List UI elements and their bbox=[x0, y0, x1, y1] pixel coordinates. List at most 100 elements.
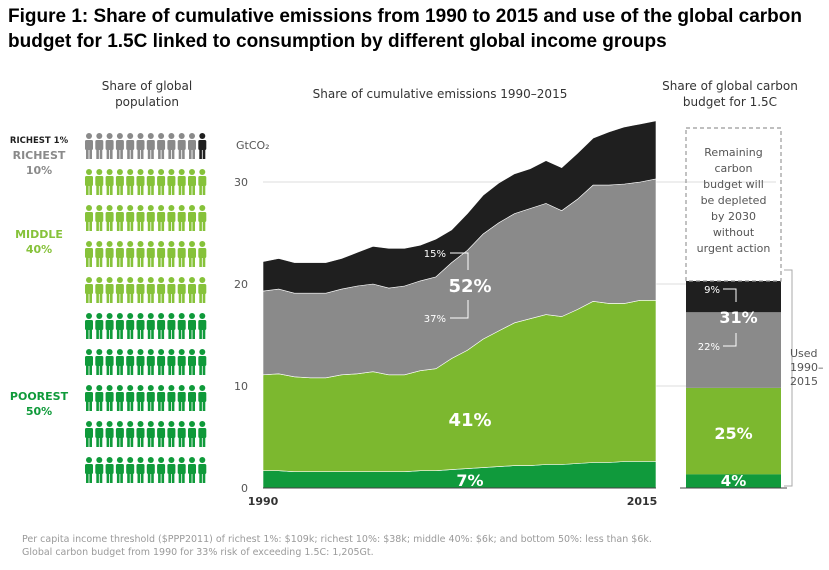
person-icon bbox=[105, 277, 114, 303]
person-icon bbox=[136, 457, 145, 483]
person-icon bbox=[198, 241, 207, 267]
person-icon bbox=[85, 457, 93, 483]
person-icon bbox=[105, 457, 114, 483]
connector-richest1 bbox=[450, 252, 469, 270]
budget-connector-richest10 bbox=[723, 333, 737, 347]
person-icon bbox=[146, 277, 155, 303]
richest10-label-a: RICHEST bbox=[12, 149, 66, 162]
person-icon bbox=[136, 313, 145, 339]
person-icon bbox=[167, 457, 176, 483]
budget-label-richest1: 9% bbox=[704, 285, 720, 296]
person-icon bbox=[136, 241, 145, 267]
person-icon bbox=[167, 277, 176, 303]
emissions-header: Share of cumulative emissions 1990–2015 bbox=[312, 87, 568, 101]
person-icon bbox=[198, 205, 207, 231]
budget-segment-richest10 bbox=[686, 312, 781, 388]
person-icon bbox=[95, 169, 104, 195]
budget-header: Share of global carbon budget for 1.5C bbox=[662, 79, 798, 109]
y-tick-30: 30 bbox=[234, 176, 248, 189]
person-icon bbox=[177, 349, 186, 375]
person-icon bbox=[198, 349, 207, 375]
person-icon bbox=[157, 421, 166, 447]
person-icon bbox=[188, 313, 196, 339]
person-icon bbox=[188, 205, 196, 231]
person-icon bbox=[146, 133, 155, 159]
person-icon bbox=[95, 205, 104, 231]
person-icon bbox=[188, 457, 196, 483]
person-icon bbox=[157, 313, 166, 339]
person-icon bbox=[167, 385, 176, 411]
person-icon bbox=[198, 385, 207, 411]
person-icon bbox=[157, 349, 166, 375]
person-icon bbox=[167, 241, 176, 267]
person-icon bbox=[188, 241, 196, 267]
budget-segment-poorest bbox=[686, 474, 781, 488]
person-icon bbox=[126, 277, 135, 303]
person-icon bbox=[85, 385, 93, 411]
person-icon bbox=[95, 349, 104, 375]
person-icon bbox=[198, 277, 207, 303]
person-icon bbox=[146, 457, 155, 483]
person-icon bbox=[188, 349, 196, 375]
person-icon bbox=[157, 205, 166, 231]
person-icon bbox=[85, 133, 93, 159]
used-bracket bbox=[784, 269, 793, 487]
person-icon bbox=[126, 421, 135, 447]
person-icon bbox=[136, 205, 145, 231]
person-icon bbox=[188, 385, 196, 411]
person-icon bbox=[177, 457, 186, 483]
person-icon bbox=[126, 241, 135, 267]
budget-label-poorest: 4% bbox=[721, 472, 746, 490]
person-icon bbox=[126, 169, 135, 195]
y-tick-20: 20 bbox=[234, 278, 248, 291]
used-text-line: 2015 bbox=[790, 375, 818, 388]
person-icon bbox=[146, 349, 155, 375]
budget-label-rich-total: 31% bbox=[719, 308, 757, 327]
person-icon bbox=[85, 241, 93, 267]
budget-bar: 4% 25% 31% 22% 9% Remaining carbon budget will b… bbox=[680, 127, 824, 490]
person-icon bbox=[157, 385, 166, 411]
person-icon bbox=[126, 133, 135, 159]
person-icon bbox=[126, 205, 135, 231]
person-icon bbox=[167, 349, 176, 375]
person-icon bbox=[126, 349, 135, 375]
footnote-thresholds: Per capita income threshold ($PPP2011) o… bbox=[22, 534, 652, 545]
person-icon bbox=[146, 421, 155, 447]
person-icon bbox=[198, 169, 207, 195]
person-icon bbox=[115, 277, 124, 303]
person-icon bbox=[115, 205, 124, 231]
person-icon bbox=[105, 421, 114, 447]
person-icon bbox=[105, 205, 114, 231]
middle-label-a: MIDDLE bbox=[15, 228, 63, 241]
person-icon bbox=[177, 313, 186, 339]
chart-annotations: 7% 41% 52% 37% 15% bbox=[424, 249, 492, 490]
budget-segment-richest1 bbox=[686, 281, 781, 313]
richest1-label: RICHEST 1% bbox=[9, 136, 69, 146]
person-icon bbox=[136, 169, 145, 195]
y-tick-10: 10 bbox=[234, 380, 248, 393]
poorest-label-a: POOREST bbox=[9, 390, 69, 403]
person-icon bbox=[136, 349, 145, 375]
person-icon bbox=[105, 349, 114, 375]
person-icon bbox=[95, 277, 104, 303]
person-icon bbox=[157, 277, 166, 303]
person-icon bbox=[198, 421, 207, 447]
person-icon bbox=[188, 421, 196, 447]
person-icon bbox=[177, 385, 186, 411]
population-header: Share of global population bbox=[101, 79, 193, 109]
person-icon bbox=[85, 205, 93, 231]
person-icon bbox=[105, 169, 114, 195]
person-icon bbox=[146, 385, 155, 411]
person-icon bbox=[105, 241, 114, 267]
person-icon bbox=[167, 421, 176, 447]
person-icon bbox=[167, 205, 176, 231]
used-text-line: 1990– bbox=[790, 361, 824, 374]
person-icon bbox=[126, 313, 135, 339]
person-icon bbox=[115, 349, 124, 375]
person-icon bbox=[95, 241, 104, 267]
label-rich-total: 52% bbox=[448, 276, 491, 297]
person-icon bbox=[167, 133, 176, 159]
remaining-text-line: by 2030 bbox=[711, 210, 756, 223]
person-icon bbox=[126, 385, 135, 411]
person-icon bbox=[85, 421, 93, 447]
